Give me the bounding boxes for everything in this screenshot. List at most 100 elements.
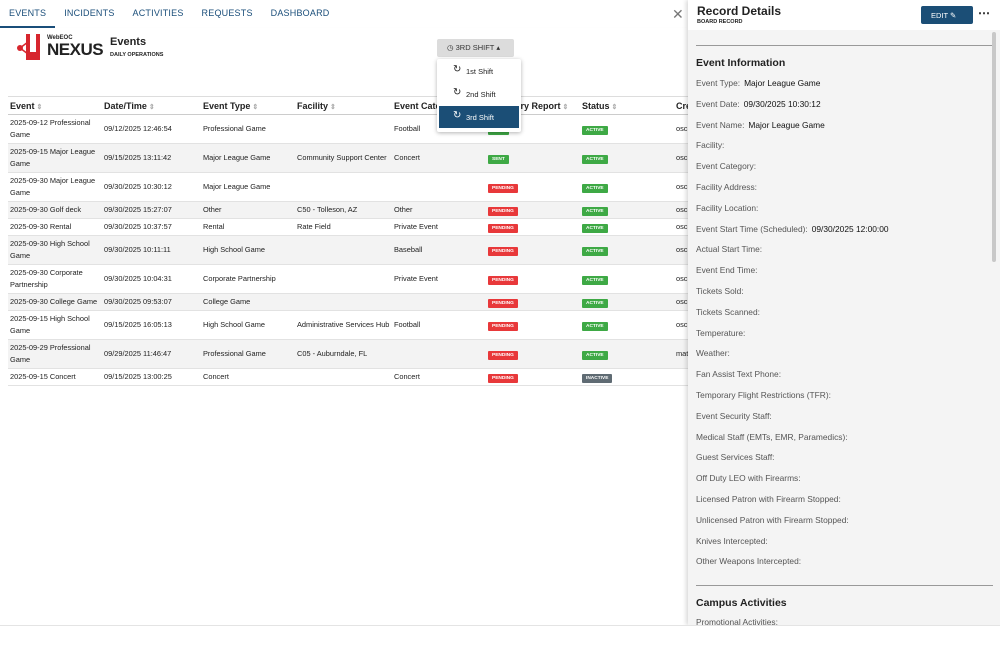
panel-header: Record Details BOARD RECORD EDIT ✎ ⋯ xyxy=(688,0,1000,30)
shift-button[interactable]: ◷ 3RD SHIFT ▴ xyxy=(437,39,514,57)
field-value: 09/30/2025 12:00:00 xyxy=(811,223,889,234)
cell-text: 2025-09-30 High School Game xyxy=(10,239,90,260)
column-header[interactable]: Status ⇕ xyxy=(580,96,674,115)
field: Event Start Time (Scheduled): 09/30/2025 … xyxy=(696,224,889,234)
status-badge: ACTIVE xyxy=(582,299,608,308)
field-label: Licensed Patron with Firearm Stopped: xyxy=(696,494,841,504)
cell-text: C05 - Auburndale, FL xyxy=(297,349,368,358)
column-header[interactable]: Date/Time ⇕ xyxy=(102,96,201,115)
field-label: Facility Location: xyxy=(696,202,759,213)
table-cell: Corporate Partnership xyxy=(201,264,295,294)
table-row[interactable]: 2025-09-30 Rental 09/30/2025 10:37:57 Rent… xyxy=(8,218,708,236)
status-badge: PENDING xyxy=(488,224,518,233)
table-row[interactable]: 2025-09-15 Major League Game 09/15/2025 1… xyxy=(8,143,708,173)
table-cell: Private Event xyxy=(392,264,486,294)
cell-text: Community Support Center xyxy=(297,153,387,162)
table-row[interactable]: 2025-09-30 College Game 09/30/2025 09:53:… xyxy=(8,293,708,311)
page-title: Events xyxy=(110,36,147,48)
table-row[interactable]: 2025-09-30 High School Game 09/30/2025 10… xyxy=(8,235,708,265)
field: Event Security Staff: xyxy=(696,411,772,421)
column-header[interactable]: Facility ⇕ xyxy=(295,96,392,115)
table-cell: Concert xyxy=(201,368,295,386)
field-label: Unlicensed Patron with Firearm Stopped: xyxy=(696,514,849,525)
field-label: Other Weapons Intercepted: xyxy=(696,556,802,567)
more-button[interactable]: ⋯ xyxy=(978,6,990,20)
table-cell: Rate Field xyxy=(295,218,392,236)
table-row[interactable]: 2025-09-30 Golf deck 09/30/2025 15:27:07 O… xyxy=(8,201,708,219)
field-label: Event Category: xyxy=(696,161,757,172)
field-label: Knives Intercepted: xyxy=(696,535,768,546)
field-label: Weather: xyxy=(696,348,730,359)
table-cell: Professional Game xyxy=(201,114,295,144)
field: Licensed Patron with Firearm Stopped: xyxy=(696,494,841,504)
shift-option[interactable]: ↻ 3rd Shift xyxy=(439,106,519,128)
close-button[interactable]: ✕ xyxy=(672,6,684,22)
nav-tab[interactable]: ACTIVITIES xyxy=(132,8,184,18)
cell-text: Rental xyxy=(203,222,225,231)
table-cell: Football xyxy=(392,310,486,340)
table-row[interactable]: 2025-09-12 Professional Game 09/12/2025 1… xyxy=(8,114,708,144)
table-cell: 09/30/2025 10:11:11 xyxy=(102,235,201,265)
shift-dropdown: ↻ 1st Shift ↻ 2nd Shift ↻ 3rd Shift xyxy=(437,59,521,132)
cell-text: osc xyxy=(676,205,688,214)
table-cell: ACTIVE xyxy=(580,201,674,219)
table-cell: 2025-09-30 College Game xyxy=(8,293,102,311)
cell-text: 2025-09-30 Rental xyxy=(10,222,72,231)
field: Facility Location: xyxy=(696,203,758,213)
table-cell: Private Event xyxy=(392,218,486,236)
table-cell xyxy=(295,235,392,265)
table-row[interactable]: 2025-09-15 Concert 09/15/2025 13:00:25 Con… xyxy=(8,368,708,386)
nav-tab[interactable]: EVENTS xyxy=(0,0,56,28)
cell-text: 2025-09-30 Major League Game xyxy=(10,176,96,197)
status-badge: PENDING xyxy=(488,351,518,360)
table-cell: ACTIVE xyxy=(580,114,674,144)
nav-tab[interactable]: INCIDENTS xyxy=(64,8,115,18)
scrollbar[interactable] xyxy=(992,32,996,262)
field-label: Tickets Scanned: xyxy=(696,306,760,317)
shift-option[interactable]: ↻ 2nd Shift xyxy=(439,83,519,105)
table-cell: 2025-09-30 High School Game xyxy=(8,235,102,265)
table-row[interactable]: 2025-09-29 Professional Game 09/29/2025 1… xyxy=(8,339,708,369)
cell-text: 2025-09-30 College Game xyxy=(10,297,98,306)
field-label: Event End Time: xyxy=(696,265,758,276)
table-cell: Professional Game xyxy=(201,339,295,369)
cell-text: Administrative Services Hub xyxy=(297,320,390,329)
table-cell xyxy=(392,293,486,311)
table-cell: SENT xyxy=(486,143,580,173)
table-cell: PENDING xyxy=(486,293,580,311)
field: Other Weapons Intercepted: xyxy=(696,556,801,566)
field: Temporary Flight Restrictions (TFR): xyxy=(696,390,831,400)
divider xyxy=(696,585,993,586)
cell-text: Baseball xyxy=(394,245,423,254)
cell-text: mat xyxy=(676,349,689,358)
table-row[interactable]: 2025-09-30 Major League Game 09/30/2025 1… xyxy=(8,172,708,202)
shift-option[interactable]: ↻ 1st Shift xyxy=(439,60,519,82)
field: Event Date: 09/30/2025 10:30:12 xyxy=(696,99,821,109)
cell-text: osc xyxy=(676,297,688,306)
nav-tab[interactable]: REQUESTS xyxy=(201,8,253,18)
table-cell xyxy=(295,293,392,311)
field: Event Name: Major League Game xyxy=(696,120,825,130)
cell-text: 09/30/2025 10:30:12 xyxy=(104,182,172,191)
shift-option-label: 3rd Shift xyxy=(466,113,494,122)
cell-text: osc xyxy=(676,222,688,231)
column-header[interactable]: Event Type ⇕ xyxy=(201,96,295,115)
table-cell: ACTIVE xyxy=(580,218,674,236)
cell-text: 2025-09-29 Professional Game xyxy=(10,343,91,364)
table-row[interactable]: 2025-09-30 Corporate Partnership 09/30/20… xyxy=(8,264,708,294)
sort-icon: ⇕ xyxy=(562,103,569,111)
table-cell: 09/30/2025 10:37:57 xyxy=(102,218,201,236)
table-cell: 09/15/2025 16:05:13 xyxy=(102,310,201,340)
cell-text: 2025-09-15 Major League Game xyxy=(10,147,96,168)
field-label: Temporary Flight Restrictions (TFR): xyxy=(696,390,831,400)
table-cell: Major League Game xyxy=(201,143,295,173)
field-label: Event Type: xyxy=(696,78,741,88)
cell-text: 2025-09-15 High School Game xyxy=(10,314,90,335)
column-header[interactable]: Event ⇕ xyxy=(8,96,102,115)
table-row[interactable]: 2025-09-15 High School Game 09/15/2025 16… xyxy=(8,310,708,340)
cell-text: 09/30/2025 10:37:57 xyxy=(104,222,172,231)
cell-text: 2025-09-12 Professional Game xyxy=(10,118,91,139)
status-badge: PENDING xyxy=(488,374,518,383)
nav-tab[interactable]: DASHBOARD xyxy=(270,8,330,18)
edit-button[interactable]: EDIT ✎ xyxy=(921,6,973,24)
